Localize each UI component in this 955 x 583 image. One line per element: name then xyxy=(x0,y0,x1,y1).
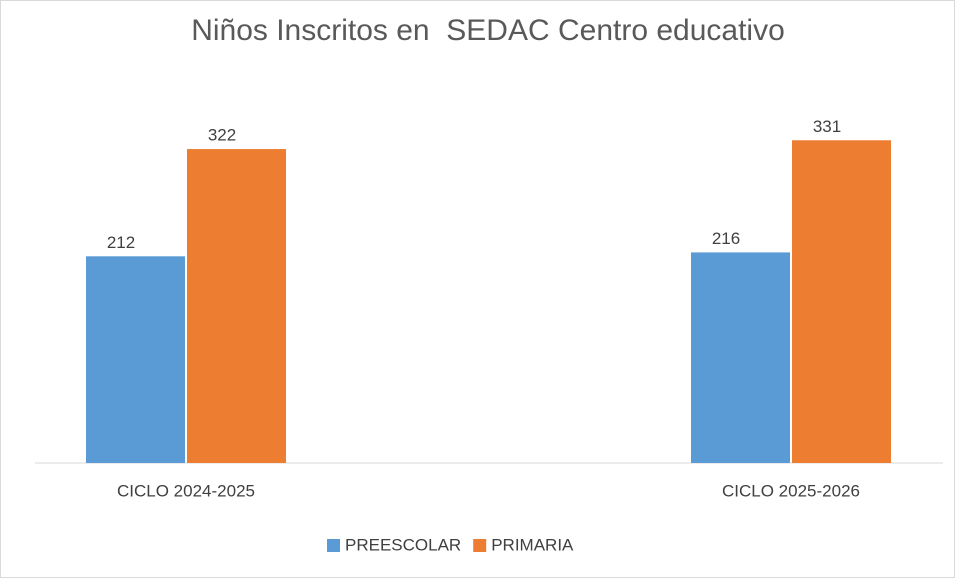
bar xyxy=(691,252,790,463)
data-label: 212 xyxy=(107,233,135,252)
x-tick-label: CICLO 2024-2025 xyxy=(117,481,255,500)
bar xyxy=(792,140,891,463)
bar xyxy=(187,149,286,464)
data-label: 216 xyxy=(712,229,740,248)
legend-label: PREESCOLAR xyxy=(345,535,461,554)
legend-swatch xyxy=(327,539,340,552)
data-label: 331 xyxy=(813,117,841,136)
legend-swatch xyxy=(473,539,487,552)
chart-title: Niños Inscritos en SEDAC Centro educativ… xyxy=(191,14,785,47)
data-label: 322 xyxy=(208,126,236,145)
x-tick-label: CICLO 2025-2026 xyxy=(722,481,860,500)
bar xyxy=(86,256,185,463)
legend-label: PRIMARIA xyxy=(491,535,574,554)
